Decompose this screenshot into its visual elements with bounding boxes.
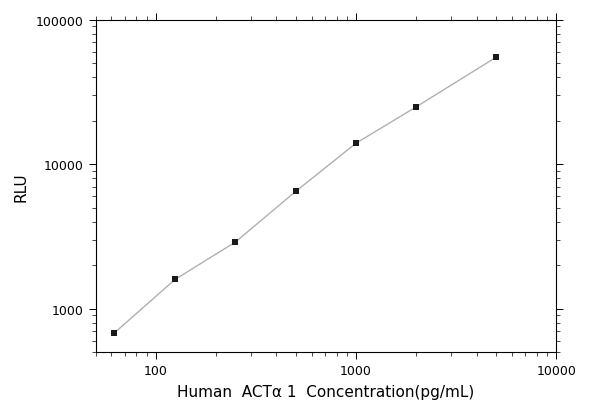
Point [171, 276, 180, 283]
Point [110, 330, 119, 337]
Y-axis label: RLU: RLU [14, 172, 29, 202]
X-axis label: Human  ACTα 1  Concentration(pg/mL): Human ACTα 1 Concentration(pg/mL) [177, 384, 474, 399]
Point [491, 55, 501, 62]
Point [231, 239, 240, 246]
Point [291, 189, 300, 195]
Point [351, 140, 360, 147]
Point [411, 104, 421, 111]
